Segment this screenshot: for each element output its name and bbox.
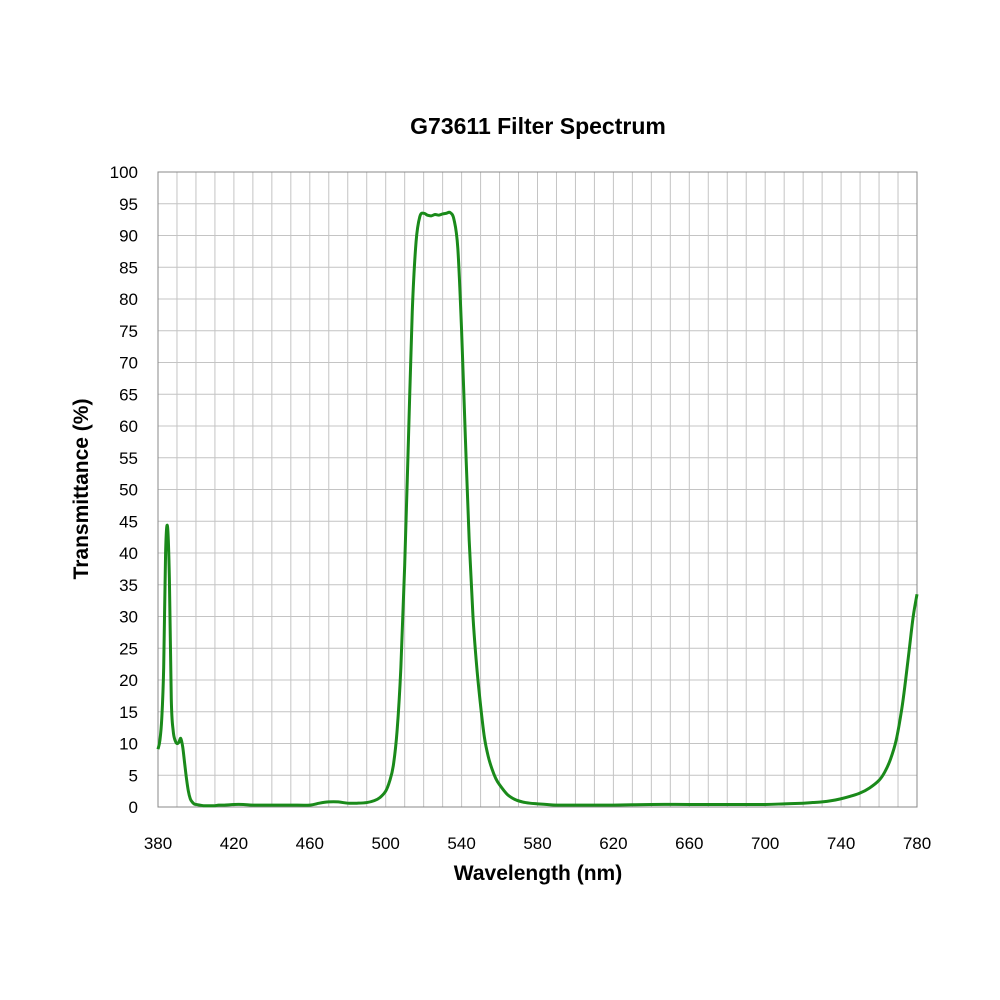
y-tick-label: 75 [119,322,138,341]
y-tick-label: 45 [119,512,138,531]
y-tick-label: 95 [119,195,138,214]
plot-area [157,171,918,808]
transmittance-line [156,210,919,808]
y-tick-label: 5 [129,766,138,785]
x-tick-label: 540 [447,834,475,853]
y-tick-label: 35 [119,576,138,595]
y-tick-label: 40 [119,544,138,563]
x-axis-title: Wavelength (nm) [454,862,622,885]
y-tick-label: 15 [119,703,138,722]
y-tick-label: 10 [119,735,138,754]
x-tick-label: 500 [372,834,400,853]
y-tick-label: 100 [110,163,138,182]
y-tick-label: 20 [119,671,138,690]
y-tick-label: 70 [119,354,138,373]
x-tick-label: 620 [599,834,627,853]
series-layer [156,210,919,808]
y-tick-label: 60 [119,417,138,436]
y-tick-label: 50 [119,481,138,500]
x-tick-label: 580 [523,834,551,853]
x-tick-label: 460 [296,834,324,853]
x-tick-label: 780 [903,834,931,853]
x-tick-label: 380 [144,834,172,853]
y-tick-label: 30 [119,608,138,627]
y-tick-label: 65 [119,385,138,404]
y-tick-label: 80 [119,290,138,309]
y-axis-title: Transmittance (%) [70,399,93,580]
y-tick-label: 55 [119,449,138,468]
tick-labels: 380 420 460 500 540 580 620 660 700 740 780 0 5 10 15 2… [110,163,932,853]
x-tick-label: 740 [827,834,855,853]
x-tick-label: 700 [751,834,779,853]
chart-title: G73611 Filter Spectrum [410,113,666,139]
y-tick-label: 90 [119,227,138,246]
y-tick-label: 85 [119,258,138,277]
grid [158,172,917,807]
y-tick-label: 0 [129,798,138,817]
x-tick-label: 660 [675,834,703,853]
x-tick-label: 420 [220,834,248,853]
y-tick-label: 25 [119,639,138,658]
